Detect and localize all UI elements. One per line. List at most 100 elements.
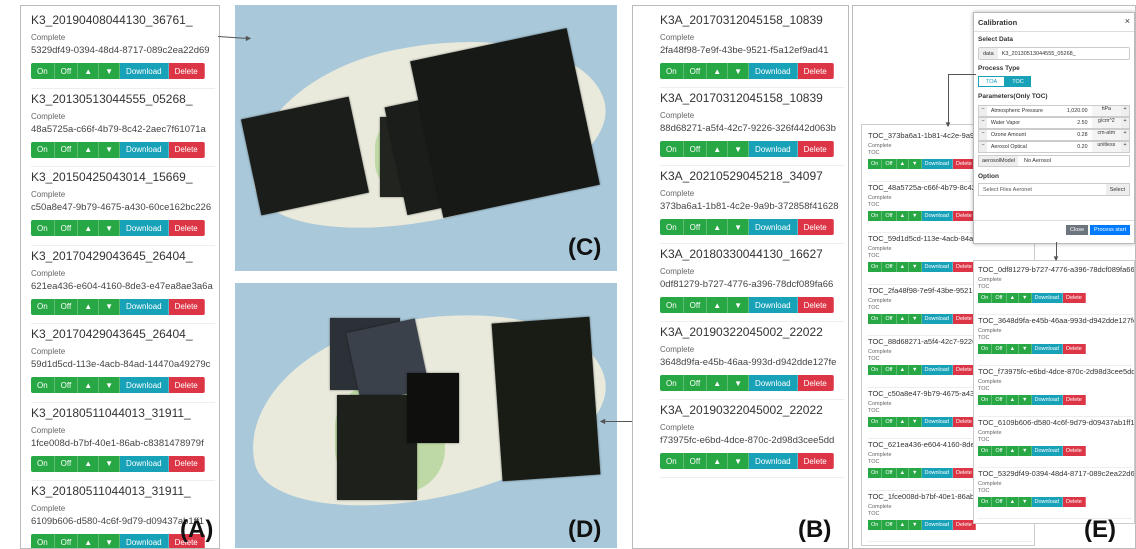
off-button[interactable]: Off: [882, 468, 897, 478]
move-up-button[interactable]: ▲: [707, 63, 729, 79]
on-button[interactable]: On: [660, 297, 684, 313]
off-button[interactable]: Off: [54, 298, 79, 315]
delete-button[interactable]: Delete: [1062, 395, 1086, 405]
move-down-button[interactable]: ▼: [99, 141, 121, 158]
move-up-button[interactable]: ▲: [707, 297, 729, 313]
delete-button[interactable]: Delete: [168, 377, 205, 393]
delete-button[interactable]: Delete: [797, 453, 834, 469]
move-up-button[interactable]: ▲: [707, 219, 729, 235]
delete-button[interactable]: Delete: [797, 141, 834, 157]
delete-button[interactable]: Delete: [797, 219, 834, 235]
move-up-button[interactable]: ▲: [896, 210, 910, 221]
download-button[interactable]: Download: [749, 141, 798, 157]
on-button[interactable]: On: [31, 455, 55, 472]
on-button[interactable]: On: [868, 313, 883, 324]
map-c[interactable]: [235, 5, 617, 271]
aerosol-model-select[interactable]: aerosolModel No Aerosol: [978, 155, 1130, 167]
move-up-button[interactable]: ▲: [707, 453, 729, 469]
download-button[interactable]: Download: [120, 534, 169, 548]
on-button[interactable]: On: [31, 63, 55, 79]
on-button[interactable]: On: [978, 344, 993, 354]
delete-button[interactable]: Delete: [797, 375, 834, 391]
on-button[interactable]: On: [31, 534, 55, 548]
move-down-button[interactable]: ▼: [99, 455, 121, 472]
move-up-button[interactable]: ▲: [896, 159, 910, 169]
move-down-button[interactable]: ▼: [909, 416, 922, 427]
move-down-button[interactable]: ▼: [99, 534, 121, 548]
move-down-button[interactable]: ▼: [909, 365, 922, 375]
delete-button[interactable]: Delete: [1062, 344, 1086, 354]
delete-button[interactable]: Delete: [1062, 446, 1086, 456]
on-button[interactable]: On: [31, 141, 55, 158]
download-button[interactable]: Download: [1031, 293, 1063, 303]
off-button[interactable]: Off: [54, 63, 79, 79]
download-button[interactable]: Download: [749, 375, 798, 391]
param-value-input[interactable]: 2.50: [1077, 120, 1088, 126]
move-down-button[interactable]: ▼: [1019, 395, 1032, 405]
off-button[interactable]: Off: [992, 293, 1007, 303]
close-icon[interactable]: ×: [1124, 16, 1130, 26]
move-up-button[interactable]: ▲: [896, 313, 910, 324]
decrement-button[interactable]: −: [979, 118, 987, 128]
move-down-button[interactable]: ▼: [99, 220, 121, 236]
move-up-button[interactable]: ▲: [1006, 395, 1020, 405]
off-button[interactable]: Off: [992, 344, 1007, 354]
delete-button[interactable]: Delete: [168, 534, 205, 548]
move-up-button[interactable]: ▲: [78, 141, 100, 158]
download-button[interactable]: Download: [921, 210, 953, 221]
on-button[interactable]: On: [660, 141, 684, 157]
move-up-button[interactable]: ▲: [896, 365, 910, 375]
on-button[interactable]: On: [31, 220, 55, 236]
move-up-button[interactable]: ▲: [896, 262, 910, 272]
download-button[interactable]: Download: [120, 298, 169, 315]
on-button[interactable]: On: [868, 210, 883, 221]
move-down-button[interactable]: ▼: [909, 210, 922, 221]
download-button[interactable]: Download: [921, 519, 953, 530]
download-button[interactable]: Download: [1031, 497, 1063, 507]
move-up-button[interactable]: ▲: [896, 519, 910, 530]
move-down-button[interactable]: ▼: [909, 519, 922, 530]
download-button[interactable]: Download: [921, 159, 953, 169]
off-button[interactable]: Off: [992, 446, 1007, 456]
on-button[interactable]: On: [868, 262, 883, 272]
download-button[interactable]: Download: [120, 141, 169, 158]
off-button[interactable]: Off: [54, 534, 79, 548]
move-up-button[interactable]: ▲: [78, 63, 100, 79]
off-button[interactable]: Off: [882, 416, 897, 427]
move-up-button[interactable]: ▲: [78, 220, 100, 236]
move-up-button[interactable]: ▲: [1006, 293, 1020, 303]
move-down-button[interactable]: ▼: [728, 63, 750, 79]
off-button[interactable]: Off: [992, 497, 1007, 507]
download-button[interactable]: Download: [921, 416, 953, 427]
off-button[interactable]: Off: [54, 220, 79, 236]
download-button[interactable]: Download: [921, 468, 953, 478]
delete-button[interactable]: Delete: [168, 63, 205, 79]
move-down-button[interactable]: ▼: [1019, 446, 1032, 456]
download-button[interactable]: Download: [120, 220, 169, 236]
move-up-button[interactable]: ▲: [1006, 497, 1020, 507]
on-button[interactable]: On: [660, 453, 684, 469]
move-up-button[interactable]: ▲: [78, 534, 100, 548]
delete-button[interactable]: Delete: [952, 519, 976, 530]
delete-button[interactable]: Delete: [797, 297, 834, 313]
move-down-button[interactable]: ▼: [909, 468, 922, 478]
download-button[interactable]: Download: [749, 219, 798, 235]
move-up-button[interactable]: ▲: [78, 298, 100, 315]
delete-button[interactable]: Delete: [168, 298, 205, 315]
select-button[interactable]: Select: [1105, 184, 1129, 195]
download-button[interactable]: Download: [120, 63, 169, 79]
on-button[interactable]: On: [868, 159, 883, 169]
on-button[interactable]: On: [31, 377, 55, 393]
delete-button[interactable]: Delete: [168, 220, 205, 236]
download-button[interactable]: Download: [749, 453, 798, 469]
delete-button[interactable]: Delete: [1062, 293, 1086, 303]
increment-button[interactable]: +: [1121, 118, 1129, 128]
off-button[interactable]: Off: [683, 141, 708, 157]
close-button[interactable]: Close: [1066, 225, 1089, 235]
on-button[interactable]: On: [978, 446, 993, 456]
move-down-button[interactable]: ▼: [728, 219, 750, 235]
on-button[interactable]: On: [978, 497, 993, 507]
off-button[interactable]: Off: [882, 365, 897, 375]
off-button[interactable]: Off: [882, 313, 897, 324]
download-button[interactable]: Download: [1031, 395, 1063, 405]
